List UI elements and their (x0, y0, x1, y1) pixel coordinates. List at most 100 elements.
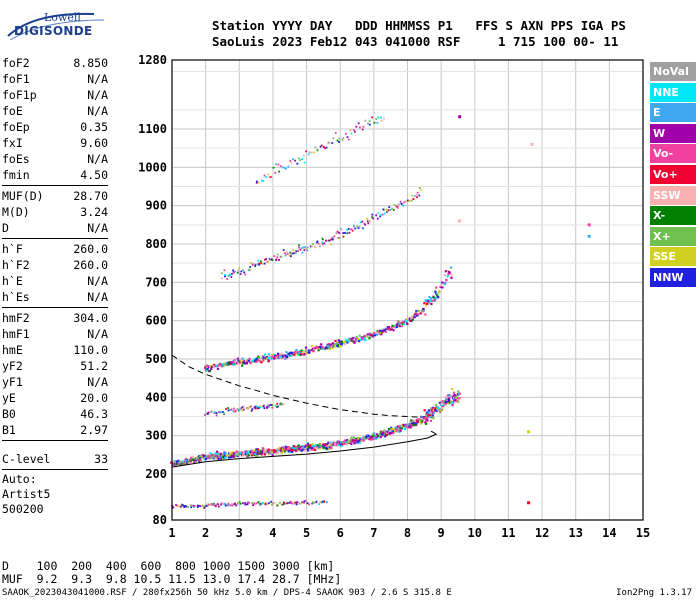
echo-point (392, 208, 395, 211)
echo-point (284, 167, 287, 170)
echo-point (453, 399, 456, 402)
echo-point (250, 409, 253, 412)
echo-point (273, 451, 276, 454)
echo-point (389, 328, 392, 331)
echo-point (253, 406, 256, 409)
echo-point (376, 329, 379, 333)
echo-point (349, 438, 352, 441)
echo-point (219, 452, 222, 456)
echo-point (440, 402, 444, 405)
echo-point (289, 251, 292, 254)
echo-point (394, 426, 397, 429)
echo-point (224, 275, 226, 278)
param-divider (2, 469, 108, 470)
echo-point (447, 402, 450, 405)
param-value: 8.850 (73, 56, 108, 70)
echo-point (253, 360, 256, 363)
echo-point (364, 119, 367, 122)
echo-point (416, 312, 419, 316)
echo-point (283, 502, 286, 505)
echo-point (339, 340, 342, 343)
echo-point (223, 502, 226, 505)
echo-point (258, 452, 262, 455)
echo-point (267, 359, 270, 363)
echo-point (413, 422, 416, 425)
echo-point (319, 245, 321, 248)
echo-point (368, 434, 371, 438)
echo-point (398, 320, 401, 324)
echo-point (406, 322, 409, 326)
echo-point (256, 452, 260, 455)
software-version: Ion2Png 1.3.17 (616, 588, 692, 598)
echo-point (220, 277, 223, 280)
header-line-1: Station YYYY DAY DDD HHMMSS P1 FFS S AXN… (212, 18, 626, 33)
echo-point (431, 410, 434, 413)
echo-point (301, 351, 305, 355)
echo-point (301, 446, 304, 449)
echo-point (298, 246, 300, 249)
echo-point (399, 325, 402, 328)
echo-point (265, 176, 268, 178)
echo-point (379, 331, 382, 335)
param-row: foF2 8.850 (2, 55, 108, 71)
x-tick-label: 15 (636, 526, 650, 540)
echo-point (301, 158, 304, 160)
param-value: N/A (87, 274, 108, 288)
echo-point (274, 171, 277, 174)
echo-point (318, 503, 321, 506)
echo-point (410, 419, 413, 422)
echo-point (248, 406, 251, 409)
echo-point (355, 335, 358, 339)
echo-point (371, 213, 374, 216)
echo-point (310, 151, 313, 154)
echo-point (282, 503, 284, 506)
autoscaling-info: 500200 (2, 502, 44, 516)
echo-point (439, 284, 443, 287)
echo-point (193, 461, 196, 464)
echo-point (397, 429, 400, 432)
echo-point (396, 320, 400, 323)
echo-point (239, 407, 242, 410)
echo-point (372, 437, 375, 441)
echo-point (336, 341, 339, 345)
echo-point (271, 450, 274, 453)
echo-point (330, 238, 333, 241)
echo-point (293, 448, 296, 452)
echo-point (416, 191, 419, 194)
echo-point (402, 423, 405, 427)
echo-point (386, 327, 389, 330)
echo-point (358, 340, 361, 343)
echo-point (342, 137, 345, 139)
echo-point (240, 360, 243, 363)
echo-point (256, 448, 260, 451)
echo-point (238, 267, 240, 269)
echo-point (244, 502, 247, 504)
echo-point (201, 455, 204, 458)
param-divider (2, 307, 108, 308)
echo-point (269, 176, 272, 179)
echo-point (203, 455, 206, 458)
echo-point (339, 227, 342, 230)
echo-point (229, 454, 232, 457)
echo-point (271, 454, 274, 457)
param-name: foF1p (2, 88, 37, 102)
param-row: h`F2 260.0 (2, 257, 108, 273)
echo-point (198, 455, 201, 458)
echo-point (287, 450, 291, 453)
echo-point (278, 170, 280, 173)
echo-point (413, 315, 416, 319)
echo-point (289, 451, 292, 454)
echo-point (183, 505, 186, 508)
echo-point (292, 353, 296, 356)
echo-point (361, 128, 364, 131)
echo-point (445, 278, 448, 282)
echo-point (457, 400, 460, 403)
echo-point (209, 454, 212, 458)
echo-point (323, 242, 326, 245)
param-value: N/A (87, 375, 108, 389)
echo-point (174, 460, 177, 463)
param-value: N/A (87, 88, 108, 102)
echo-point (199, 505, 202, 508)
echo-point (314, 448, 317, 452)
